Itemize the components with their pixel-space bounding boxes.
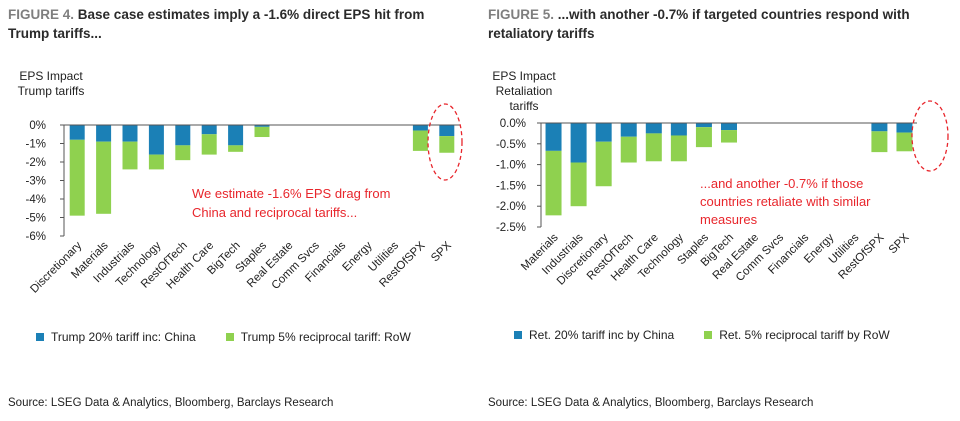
bar-china-restofspx: [871, 123, 888, 132]
legend-swatch-china: [514, 331, 522, 339]
bar-row-restofspx: [412, 130, 428, 151]
figure-5-number: FIGURE 5.: [488, 7, 555, 22]
legend-label-row: Ret. 5% reciprocal tariff by RoW: [719, 328, 890, 342]
bar-row-spx: [439, 136, 455, 153]
legend-label-row: Trump 5% reciprocal tariff: RoW: [240, 330, 411, 344]
y-tick-label: -3%: [26, 176, 46, 188]
annotation-text: countries retaliate with similar: [700, 194, 871, 209]
bar-china-health-care: [645, 123, 662, 134]
bar-row-restoftech: [175, 145, 191, 161]
legend-item-row: Trump 5% reciprocal tariff: RoW: [225, 330, 411, 344]
bar-china-technology: [670, 123, 687, 136]
annotation-text: measures: [700, 212, 758, 227]
bar-row-restofspx: [871, 131, 888, 153]
figure-4-source: Source: LSEG Data & Analytics, Bloomberg…: [8, 397, 334, 409]
y-axis-label-line: Trump tariffs: [17, 84, 85, 98]
y-tick-label: 0.0%: [500, 118, 526, 130]
bar-china-restofspx: [412, 125, 428, 131]
figure-5-chart: 0.0%-0.5%-1.0%-1.5%-2.0%-2.5%MaterialsIn…: [496, 100, 949, 288]
annotation-text: China and reciprocal tariffs...: [192, 205, 357, 220]
legend-swatch-row: [704, 331, 713, 339]
bar-row-discretionary: [595, 141, 612, 187]
bar-china-spx: [439, 125, 455, 137]
bar-row-industrials: [122, 141, 138, 170]
y-tick-label: 0%: [29, 120, 46, 132]
y-tick-label: -2.0%: [496, 201, 526, 213]
y-tick-label: -4%: [26, 194, 46, 206]
y-axis-label-line: EPS Impact: [19, 69, 83, 83]
figure-4-y-axis-label: EPS Impact Trump tariffs: [6, 69, 96, 99]
bar-row-health-care: [645, 133, 662, 162]
figure-5-title: FIGURE 5. ...with another -0.7% if targe…: [488, 5, 948, 43]
bar-china-staples: [695, 123, 712, 128]
bar-row-materials: [96, 141, 112, 214]
figure-4-legend: Trump 20% tariff inc: China Trump 5% rec…: [36, 330, 441, 344]
highlight-circle: [911, 100, 949, 172]
figure-4-panel: FIGURE 4. Base case estimates imply a -1…: [6, 5, 468, 409]
figure-5-legend: Ret. 20% tariff inc by China Ret. 5% rec…: [514, 328, 920, 342]
legend-swatch-row: [225, 333, 234, 341]
legend-label-china: Ret. 20% tariff inc by China: [529, 328, 675, 342]
bar-china-discretionary: [69, 125, 85, 140]
bar-china-industrials: [122, 125, 138, 142]
bar-china-discretionary: [595, 123, 612, 142]
figure-5-title-text: ...with another -0.7% if targeted countr…: [488, 7, 910, 41]
bar-row-technology: [148, 154, 164, 170]
bar-row-bigtech: [228, 145, 244, 152]
bar-row-bigtech: [721, 130, 737, 143]
y-tick-label: -1.0%: [496, 160, 526, 172]
legend-swatch-china: [36, 333, 44, 341]
y-tick-label: -1%: [26, 139, 46, 151]
bar-row-spx: [896, 132, 913, 152]
category-label: SPX: [887, 231, 912, 256]
legend-item-china: Ret. 20% tariff inc by China: [514, 328, 674, 342]
bar-row-technology: [670, 135, 687, 162]
figure-4-title: FIGURE 4. Base case estimates imply a -1…: [8, 5, 468, 43]
highlight-circle: [427, 103, 463, 181]
y-axis-label-line: tariffs: [509, 99, 539, 113]
figure-5-y-axis-label: EPS Impact Retaliation tariffs: [484, 69, 564, 114]
figure-4-title-text: Base case estimates imply a -1.6% direct…: [8, 7, 425, 41]
bar-china-bigtech: [228, 125, 244, 146]
bar-row-materials: [545, 150, 562, 216]
bar-china-industrials: [570, 123, 587, 163]
bar-china-materials: [96, 125, 112, 142]
figure-5-panel: FIGURE 5. ...with another -0.7% if targe…: [480, 0, 960, 421]
bar-china-health-care: [201, 125, 217, 135]
bar-row-industrials: [570, 162, 587, 207]
legend-item-row: Ret. 5% reciprocal tariff by RoW: [704, 328, 890, 342]
legend-item-china: Trump 20% tariff inc: China: [36, 330, 196, 344]
y-tick-label: -6%: [26, 231, 46, 243]
bar-row-health-care: [201, 134, 217, 155]
bar-row-staples: [695, 127, 712, 148]
figure-5-source: Source: LSEG Data & Analytics, Bloomberg…: [488, 397, 814, 409]
bar-row-restoftech: [620, 136, 637, 163]
legend-label-china: Trump 20% tariff inc: China: [51, 330, 196, 344]
bar-china-staples: [254, 125, 270, 127]
y-axis-label-line: Retaliation: [495, 84, 553, 98]
bar-china-bigtech: [721, 123, 737, 131]
y-axis-label-line: EPS Impact: [492, 69, 556, 83]
bar-china-restoftech: [175, 125, 191, 146]
figure-4-number: FIGURE 4.: [8, 7, 75, 22]
y-tick-label: -2.5%: [496, 222, 526, 234]
category-label: SPX: [429, 239, 454, 264]
figure-4-chart: 0%-1%-2%-3%-4%-5%-6%DiscretionaryMateria…: [26, 103, 463, 296]
annotation-text: ...and another -0.7% if those: [700, 176, 863, 191]
y-tick-label: -5%: [26, 213, 46, 225]
bar-china-materials: [545, 123, 562, 151]
y-tick-label: -2%: [26, 157, 46, 169]
annotation-text: We estimate -1.6% EPS drag from: [192, 186, 390, 201]
y-tick-label: -1.5%: [496, 180, 526, 192]
bar-row-staples: [254, 126, 270, 138]
bar-row-discretionary: [69, 139, 85, 216]
bar-china-spx: [896, 123, 913, 133]
y-tick-label: -0.5%: [496, 139, 526, 151]
bar-china-technology: [148, 125, 164, 155]
bar-china-restoftech: [620, 123, 637, 137]
